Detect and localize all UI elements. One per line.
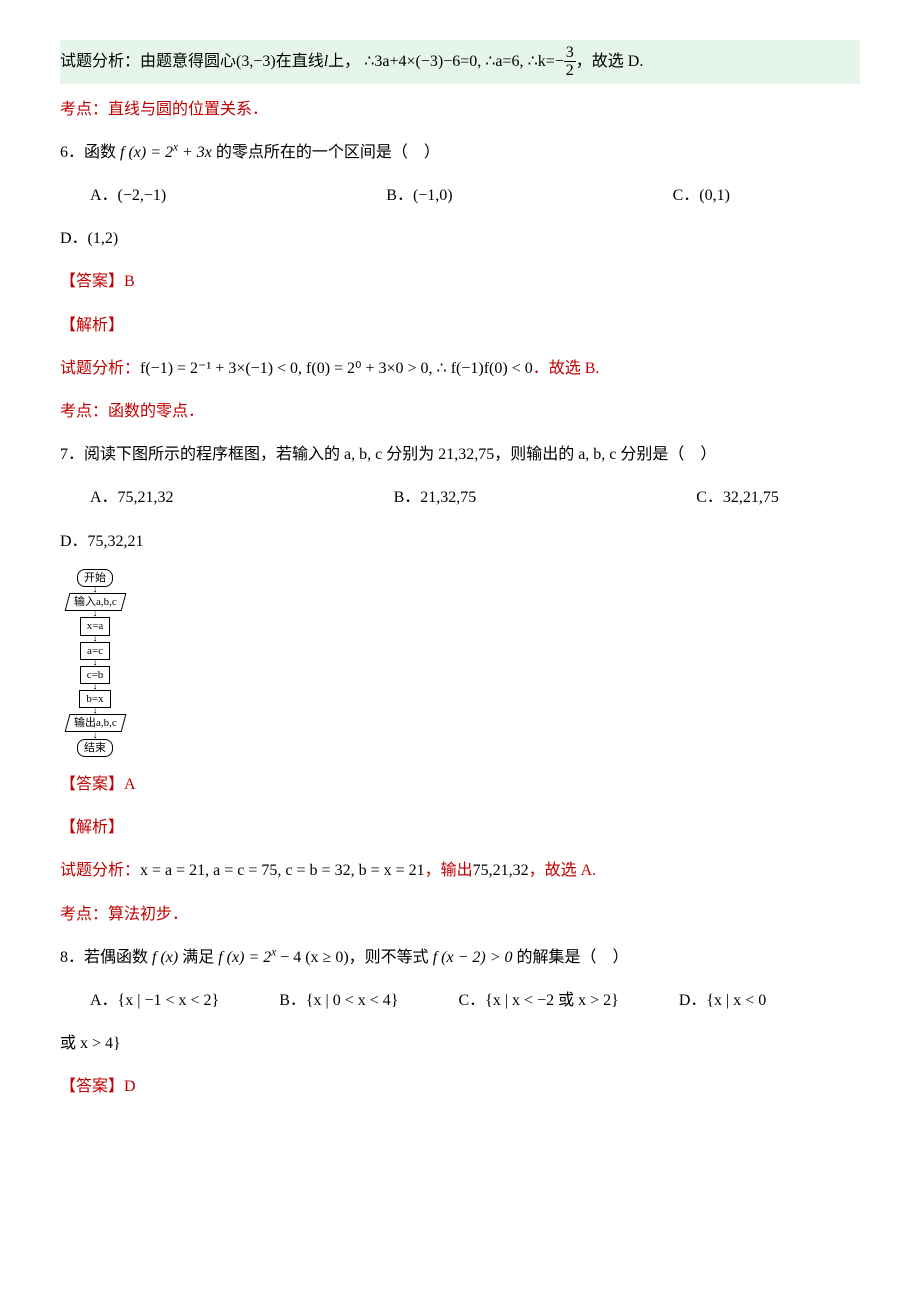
q7-opt-d: D．75,32,21: [60, 524, 860, 559]
q6-kaodian: 考点：函数的零点．: [60, 394, 860, 429]
q7-fenxi-mid: ，输出: [425, 862, 473, 879]
flow-output: 输出a,b,c: [64, 714, 126, 732]
q8-opt-b: B．{x | 0 < x < 4}: [279, 983, 398, 1018]
band-center: (3,−3): [236, 53, 276, 70]
q6-fenxi-math: f(−1) = 2⁻¹ + 3×(−1) < 0, f(0) = 2⁰ + 3×…: [140, 360, 533, 377]
q8-f1: f (x): [152, 949, 178, 966]
q6-fenxi: 试题分析：f(−1) = 2⁻¹ + 3×(−1) < 0, f(0) = 2⁰…: [60, 351, 860, 386]
q8-stem-post: 的解集是（ ）: [512, 949, 628, 966]
band-mid1: 在直线: [276, 53, 324, 70]
q7-fenxi-post: ，故选 A.: [529, 862, 597, 879]
q8-options: A．{x | −1 < x < 2} B．{x | 0 < x < 4} C．{…: [90, 983, 860, 1018]
band-mid2: 上，: [328, 53, 360, 70]
q6-stem-post: 的零点所在的一个区间是（ ）: [212, 144, 440, 161]
q8-answer: 【答案】D: [60, 1069, 860, 1104]
kaodian-q5: 考点：直线与圆的位置关系．: [60, 92, 860, 127]
q7-fenxi-out: 75,21,32: [473, 862, 529, 879]
q6-func-plus: + 3x: [178, 144, 212, 161]
band-text: 试题分析：由题意得圆心(3,−3)在直线l上， ∴3a+4×(−3)−6=0, …: [60, 53, 643, 70]
q8-stem-mid2: ，则不等式: [349, 949, 433, 966]
q7-fenxi-pre: 试题分析：: [60, 862, 140, 879]
analysis-band-q5: 试题分析：由题意得圆心(3,−3)在直线l上， ∴3a+4×(−3)−6=0, …: [60, 40, 860, 84]
band-frac-num: 3: [564, 45, 576, 62]
q7-options-row1: A．75,21,32 B．21,32,75 C．32,21,75: [90, 480, 860, 515]
q8-f3: f (x − 2) > 0: [433, 949, 513, 966]
q6-answer: 【答案】B: [60, 264, 860, 299]
q7-answer: 【答案】A: [60, 767, 860, 802]
band-suffix: ，故选 D.: [576, 53, 644, 70]
q8-f2-base: f (x) = 2: [218, 949, 271, 966]
q6-jiexi: 【解析】: [60, 308, 860, 343]
q6-options-row1: A．(−2,−1) B．(−1,0) C．(0,1): [90, 178, 860, 213]
q6-opt-a: A．(−2,−1): [90, 178, 166, 213]
flow-input-text: 输入a,b,c: [74, 595, 117, 609]
q6-opt-d: D．(1,2): [60, 221, 860, 256]
band-eq2: ∴a=6,: [485, 53, 523, 70]
q6-opt-b: B．(−1,0): [386, 178, 452, 213]
band-frac-den: 2: [564, 62, 576, 80]
q8-opt-d-post: 或 x > 4}: [60, 1026, 860, 1061]
q7-fenxi-math: x = a = 21, a = c = 75, c = b = 32, b = …: [140, 862, 425, 879]
q6-fenxi-pre: 试题分析：: [60, 360, 140, 377]
q8-opt-c: C．{x | x < −2 或 x > 2}: [459, 983, 619, 1018]
flow-input: 输入a,b,c: [64, 593, 126, 611]
q6-opt-c: C．(0,1): [673, 178, 730, 213]
q6-func-base: f (x) = 2: [120, 144, 173, 161]
q7-jiexi: 【解析】: [60, 810, 860, 845]
q8-opt-d-pre: D．{x | x < 0: [679, 983, 766, 1018]
q8-opt-a: A．{x | −1 < x < 2}: [90, 983, 219, 1018]
q7-flowchart: 开始 ↓ 输入a,b,c ↓ x=a ↓ a=c ↓ c=b ↓ b=x ↓ 输…: [60, 569, 860, 757]
q7-kaodian: 考点：算法初步．: [60, 897, 860, 932]
q7-opt-b: B．21,32,75: [394, 480, 477, 515]
q7-fenxi: 试题分析：x = a = 21, a = c = 75, c = b = 32,…: [60, 853, 860, 888]
q8-stem-mid1: 满足: [178, 949, 218, 966]
band-eq3: ∴k=−: [528, 53, 564, 70]
q6-stem: 6．函数 f (x) = 2x + 3x 的零点所在的一个区间是（ ）: [60, 135, 860, 170]
q8-f2: f (x) = 2x − 4 (x ≥ 0): [218, 949, 348, 966]
q6-func: f (x) = 2x + 3x: [120, 144, 212, 161]
q7-stem: 7．阅读下图所示的程序框图，若输入的 a, b, c 分别为 21,32,75，…: [60, 437, 860, 472]
q7-opt-c: C．32,21,75: [696, 480, 779, 515]
flow-end: 结束: [77, 739, 113, 757]
band-prefix: 试题分析：由题意得圆心: [60, 53, 236, 70]
q8-stem: 8．若偶函数 f (x) 满足 f (x) = 2x − 4 (x ≥ 0)，则…: [60, 940, 860, 975]
q6-fenxi-post: ．故选 B.: [533, 360, 600, 377]
q7-opt-a: A．75,21,32: [90, 480, 174, 515]
q6-stem-pre: 6．函数: [60, 144, 120, 161]
q8-f2-tail: − 4 (x ≥ 0): [276, 949, 348, 966]
band-eq1: ∴3a+4×(−3)−6=0,: [364, 53, 481, 70]
q8-stem-pre: 8．若偶函数: [60, 949, 152, 966]
flow-output-text: 输出a,b,c: [74, 716, 117, 730]
